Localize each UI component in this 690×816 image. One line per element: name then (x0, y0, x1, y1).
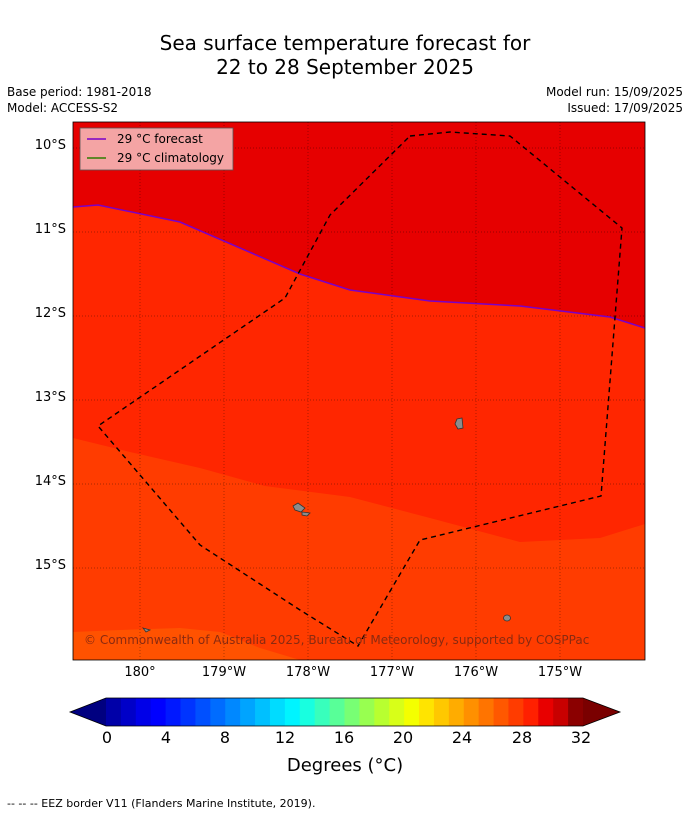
lon-label-176w: 176°W (453, 665, 499, 680)
lat-label-15s: 15°S (34, 558, 66, 573)
lon-label-180: 180° (124, 665, 156, 680)
graticule (73, 122, 645, 660)
colorbar-segment (299, 698, 316, 726)
island-west-small (301, 511, 311, 517)
colorbar-segment (150, 698, 167, 726)
colorbar-segment (180, 698, 196, 726)
colorbar-segment (165, 698, 181, 726)
colorbar-under-arrow (70, 698, 106, 726)
colorbar-segment (255, 698, 271, 726)
colorbar-tick-12: 12 (274, 728, 296, 747)
islands (141, 417, 511, 633)
colorbar-frame (68, 697, 622, 727)
colorbar-segment (344, 698, 360, 726)
island-southwest (141, 627, 152, 633)
colorbar-segment (553, 698, 569, 726)
lon-label-177w: 177°W (369, 665, 415, 680)
map-legend: 29 °C forecast 29 °C climatology (79, 127, 234, 171)
colorbar-tick-28: 28 (511, 728, 533, 747)
lat-label-10s: 10°S (34, 138, 66, 153)
base-period: Base period: 1981-2018 (7, 85, 152, 99)
lon-label-179w: 179°W (201, 665, 247, 680)
legend-forecast-label: 29 °C forecast (117, 132, 203, 146)
eez-border (96, 131, 623, 647)
map-plot-area (73, 122, 645, 660)
colorbar-segment (419, 698, 435, 726)
lat-label-11s: 11°S (34, 222, 66, 237)
eez-footnote: -- -- -- EEZ border V11 (Flanders Marine… (7, 797, 316, 810)
colorbar-segment (389, 698, 405, 726)
colorbar-segment (523, 698, 539, 726)
island-south (503, 614, 511, 622)
lat-label-12s: 12°S (34, 306, 66, 321)
colorbar-segment (120, 698, 137, 726)
colorbar-segment (314, 698, 330, 726)
colorbar-segment (404, 698, 420, 726)
colorbar-segment (359, 698, 375, 726)
sst-region-26 (73, 628, 300, 660)
model-run: Model run: 15/09/2025 (545, 85, 683, 99)
colorbar-tick-4: 4 (160, 728, 172, 747)
lon-label-178w: 178°W (285, 665, 331, 680)
colorbar-segment (478, 698, 494, 726)
colorbar-segment (568, 698, 584, 726)
colorbar-segment (448, 698, 465, 726)
colorbar-tick-8: 8 (219, 728, 231, 747)
colorbar-segment (493, 698, 509, 726)
colorbar-segment (538, 698, 554, 726)
colorbar-segment (433, 698, 450, 726)
legend-climatology-label: 29 °C climatology (117, 151, 224, 165)
lat-label-14s: 14°S (34, 474, 66, 489)
colorbar-segment (329, 698, 345, 726)
colorbar-title: Degrees (°C) (286, 755, 404, 776)
copyright-notice: © Commonwealth of Australia 2025, Bureau… (84, 633, 590, 647)
chart-title-line1: Sea surface temperature forecast for (159, 31, 531, 55)
colorbar-segment (135, 698, 152, 726)
lat-label-13s: 13°S (34, 390, 66, 405)
colorbar-segment (106, 698, 122, 726)
legend-box (79, 127, 234, 171)
colorbar-segment (225, 698, 241, 726)
colorbar-tick-20: 20 (392, 728, 414, 747)
island-west (292, 502, 306, 513)
colorbar-tick-32: 32 (570, 728, 592, 747)
colorbar-tick-24: 24 (451, 728, 473, 747)
colorbar-segment (284, 698, 301, 726)
map-frame (72, 121, 646, 661)
colorbar-tick-0: 0 (101, 728, 113, 747)
issued-date: Issued: 17/09/2025 (567, 101, 683, 115)
sst-region-27 (73, 438, 645, 660)
colorbar-segment (210, 698, 226, 726)
colorbar-segment (374, 698, 390, 726)
colorbar-segment (269, 698, 286, 726)
colorbar-segment (463, 698, 480, 726)
colorbar-segment (240, 698, 256, 726)
chart-title-line2: 22 to 28 September 2025 (216, 55, 474, 79)
colorbar-segment (195, 698, 211, 726)
lon-label-175w: 175°W (537, 665, 583, 680)
colorbar (68, 697, 622, 727)
colorbar-over-arrow (583, 698, 620, 726)
model-name: Model: ACCESS-S2 (7, 101, 119, 115)
forecast-29c-contour (73, 204, 645, 329)
island-east (454, 417, 464, 430)
colorbar-tick-16: 16 (333, 728, 355, 747)
colorbar-segment (508, 698, 524, 726)
